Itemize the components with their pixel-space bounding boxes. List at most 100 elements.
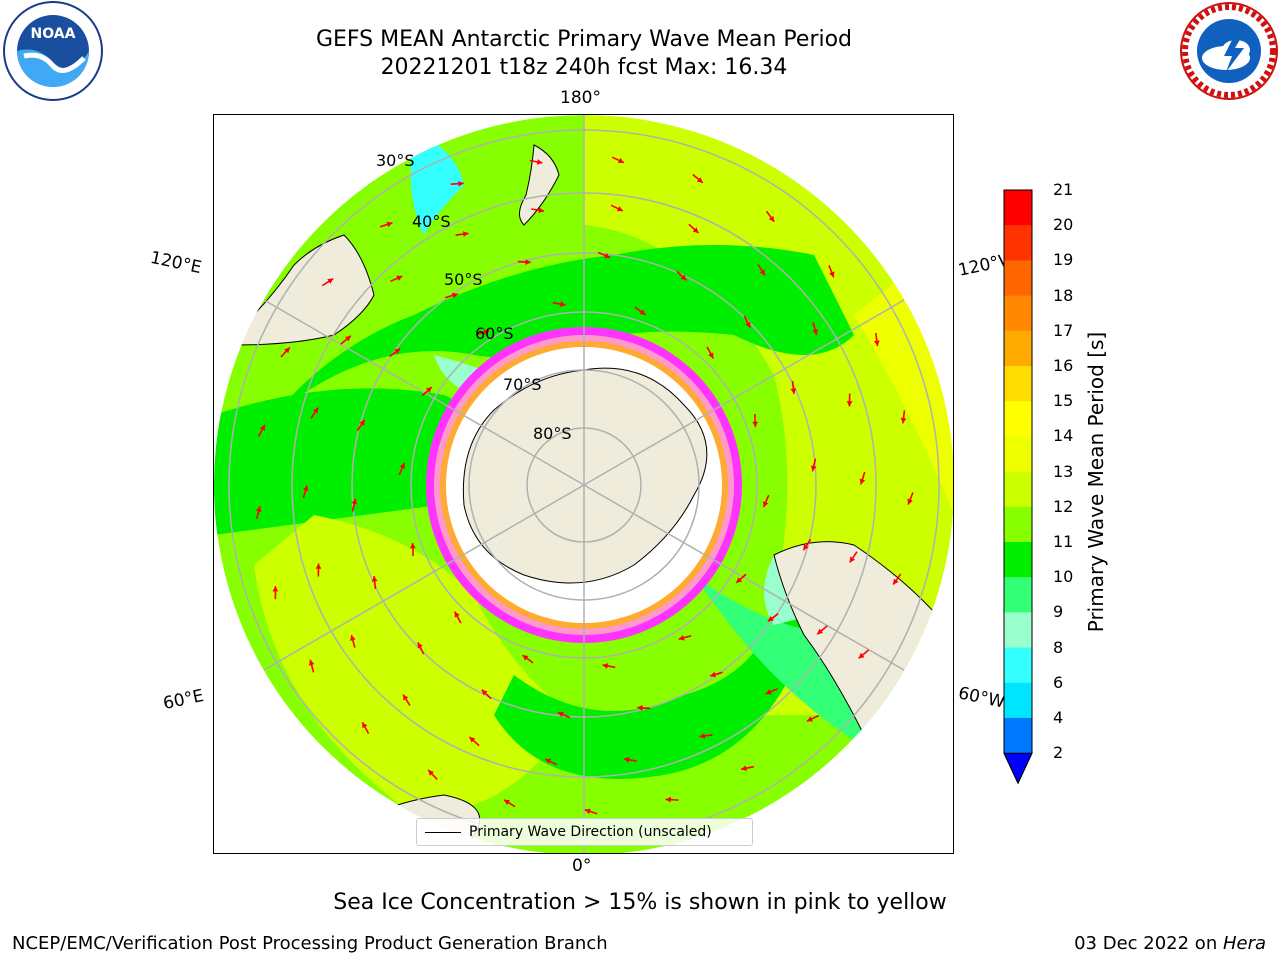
colorbar-segment: [1004, 506, 1032, 543]
wave-arrow-head: [736, 577, 743, 583]
wave-arrow-head: [900, 417, 907, 424]
colorbar-label: Primary Wave Mean Period [s]: [1084, 331, 1108, 633]
colorbar-segment: [1004, 471, 1032, 508]
colorbar-tick-label: 19: [1053, 250, 1074, 270]
wave-arrow-head: [806, 716, 813, 722]
wave-arrow-head: [803, 544, 809, 551]
wave-arrow-head: [763, 501, 769, 508]
wave-arrow-head: [255, 506, 262, 513]
lat-label-80s: 80°S: [533, 424, 572, 443]
wave-arrow-head: [525, 259, 531, 265]
wave-arrow-head: [396, 275, 403, 281]
colorbar-segment: [1004, 718, 1032, 754]
wave-arrow-head: [696, 177, 703, 183]
wave-arrow-head: [417, 642, 423, 649]
colorbar-segment: [1004, 436, 1032, 473]
colorbar-tick-label: 18: [1053, 285, 1074, 305]
wave-arrow-head: [428, 769, 434, 776]
wave-arrow-head: [741, 765, 747, 772]
lat-label-60s: 60°S: [475, 324, 514, 343]
wave-arrow-head: [359, 419, 365, 426]
colorbar-segment: [1004, 225, 1032, 261]
colorbar-tick-label: 16: [1053, 356, 1074, 375]
wave-arrow-head: [259, 424, 265, 431]
wave-arrow-head: [846, 401, 853, 407]
wave-arrow-head: [462, 231, 469, 237]
wave-arrow-head: [469, 737, 476, 743]
colorbar-tick-label: 20: [1053, 215, 1074, 235]
wave-arrow-head: [302, 485, 309, 492]
colorbar-tick-label: 4: [1053, 708, 1064, 727]
footer-date: 03 Dec 2022 on Hera: [1074, 933, 1266, 954]
wave-arrow-head: [362, 722, 368, 729]
colorbar-segment: [1004, 577, 1032, 613]
colorbar: [1003, 189, 1033, 785]
wave-arrow-head: [790, 388, 797, 394]
lon-label-120e: 120°E: [148, 247, 204, 279]
colorbar-tick-label: 13: [1053, 461, 1074, 481]
colorbar-segment: [1004, 542, 1032, 578]
wave-arrow-head: [399, 462, 405, 469]
chart-subtitle: 20221201 t18z 240h fcst Max: 16.34: [380, 55, 788, 80]
noaa-logo-text: NOAA: [31, 26, 76, 42]
map-legend: Primary Wave Direction (unscaled): [416, 818, 753, 846]
wave-arrow-head: [637, 705, 643, 711]
colorbar-segment: [1004, 190, 1032, 226]
lat-label-40s: 40°S: [412, 212, 451, 231]
colorbar-tick-label: 9: [1053, 602, 1064, 622]
wave-arrow-head: [604, 252, 611, 259]
wave-arrow-head: [829, 271, 835, 278]
footer-host: Hera: [1222, 933, 1266, 954]
wave-arrow-head: [617, 157, 624, 164]
lon-label-60w: 60°W: [956, 683, 1007, 713]
wave-arrow-head: [545, 758, 552, 764]
wave-arrow-head: [351, 498, 358, 505]
wave-arrow-head: [765, 689, 772, 695]
wave-arrow-head: [371, 576, 378, 582]
colorbar-segment: [1004, 260, 1032, 297]
lon-label-180: 180°: [560, 88, 601, 108]
wave-arrow-head: [584, 808, 591, 815]
wave-arrow-head: [272, 586, 279, 592]
wave-arrow-head: [394, 348, 401, 355]
wave-arrow-head: [350, 635, 356, 641]
wave-arrow-head: [522, 655, 529, 661]
wave-arrow-head: [873, 340, 880, 346]
wave-arrow-head: [623, 756, 630, 763]
wave-arrow-head: [312, 407, 319, 414]
footer-credit: NCEP/EMC/Verification Post Processing Pr…: [12, 933, 608, 954]
wave-arrow-head: [284, 347, 290, 354]
chart-title: GEFS MEAN Antarctic Primary Wave Mean Pe…: [315, 27, 853, 52]
wave-arrow-head: [859, 478, 866, 485]
colorbar-segment: [1004, 647, 1032, 684]
noaa-logo-icon: NOAA: [3, 1, 103, 101]
footer-date-text: 03 Dec 2022 on: [1074, 933, 1223, 954]
wave-arrow-head: [425, 387, 432, 393]
wave-arrow-head: [708, 352, 714, 359]
wave-arrow-head: [403, 694, 409, 701]
wave-arrow-head: [858, 652, 865, 659]
wave-arrow-head: [559, 301, 566, 307]
wave-arrow-head: [536, 159, 543, 165]
lat-label-50s: 50°S: [444, 270, 483, 289]
wave-arrow-head: [692, 227, 699, 233]
colorbar-segment: [1004, 295, 1032, 332]
wave-arrow-head: [557, 711, 564, 718]
wave-arrow-head: [849, 556, 856, 563]
land-antarctica: [462, 367, 708, 584]
colorbar-segment: [1004, 401, 1032, 437]
colorbar-tick-label: 12: [1053, 496, 1074, 516]
colorbar-tick-label: 11: [1053, 532, 1074, 551]
wave-arrow-head: [504, 799, 511, 806]
map-panel: [213, 114, 954, 854]
wave-arrow-head: [817, 628, 824, 635]
wave-arrow-head: [616, 206, 623, 212]
wave-arrow-head: [745, 321, 751, 328]
colorbar-segment: [1004, 366, 1032, 402]
wave-arrow-head: [893, 578, 899, 585]
wave-arrow-head: [409, 543, 416, 549]
wave-arrow-head: [454, 611, 460, 618]
wave-arrow-head: [538, 207, 545, 214]
wave-arrow-head: [308, 659, 315, 666]
colorbar-tick-label: 17: [1053, 320, 1074, 340]
